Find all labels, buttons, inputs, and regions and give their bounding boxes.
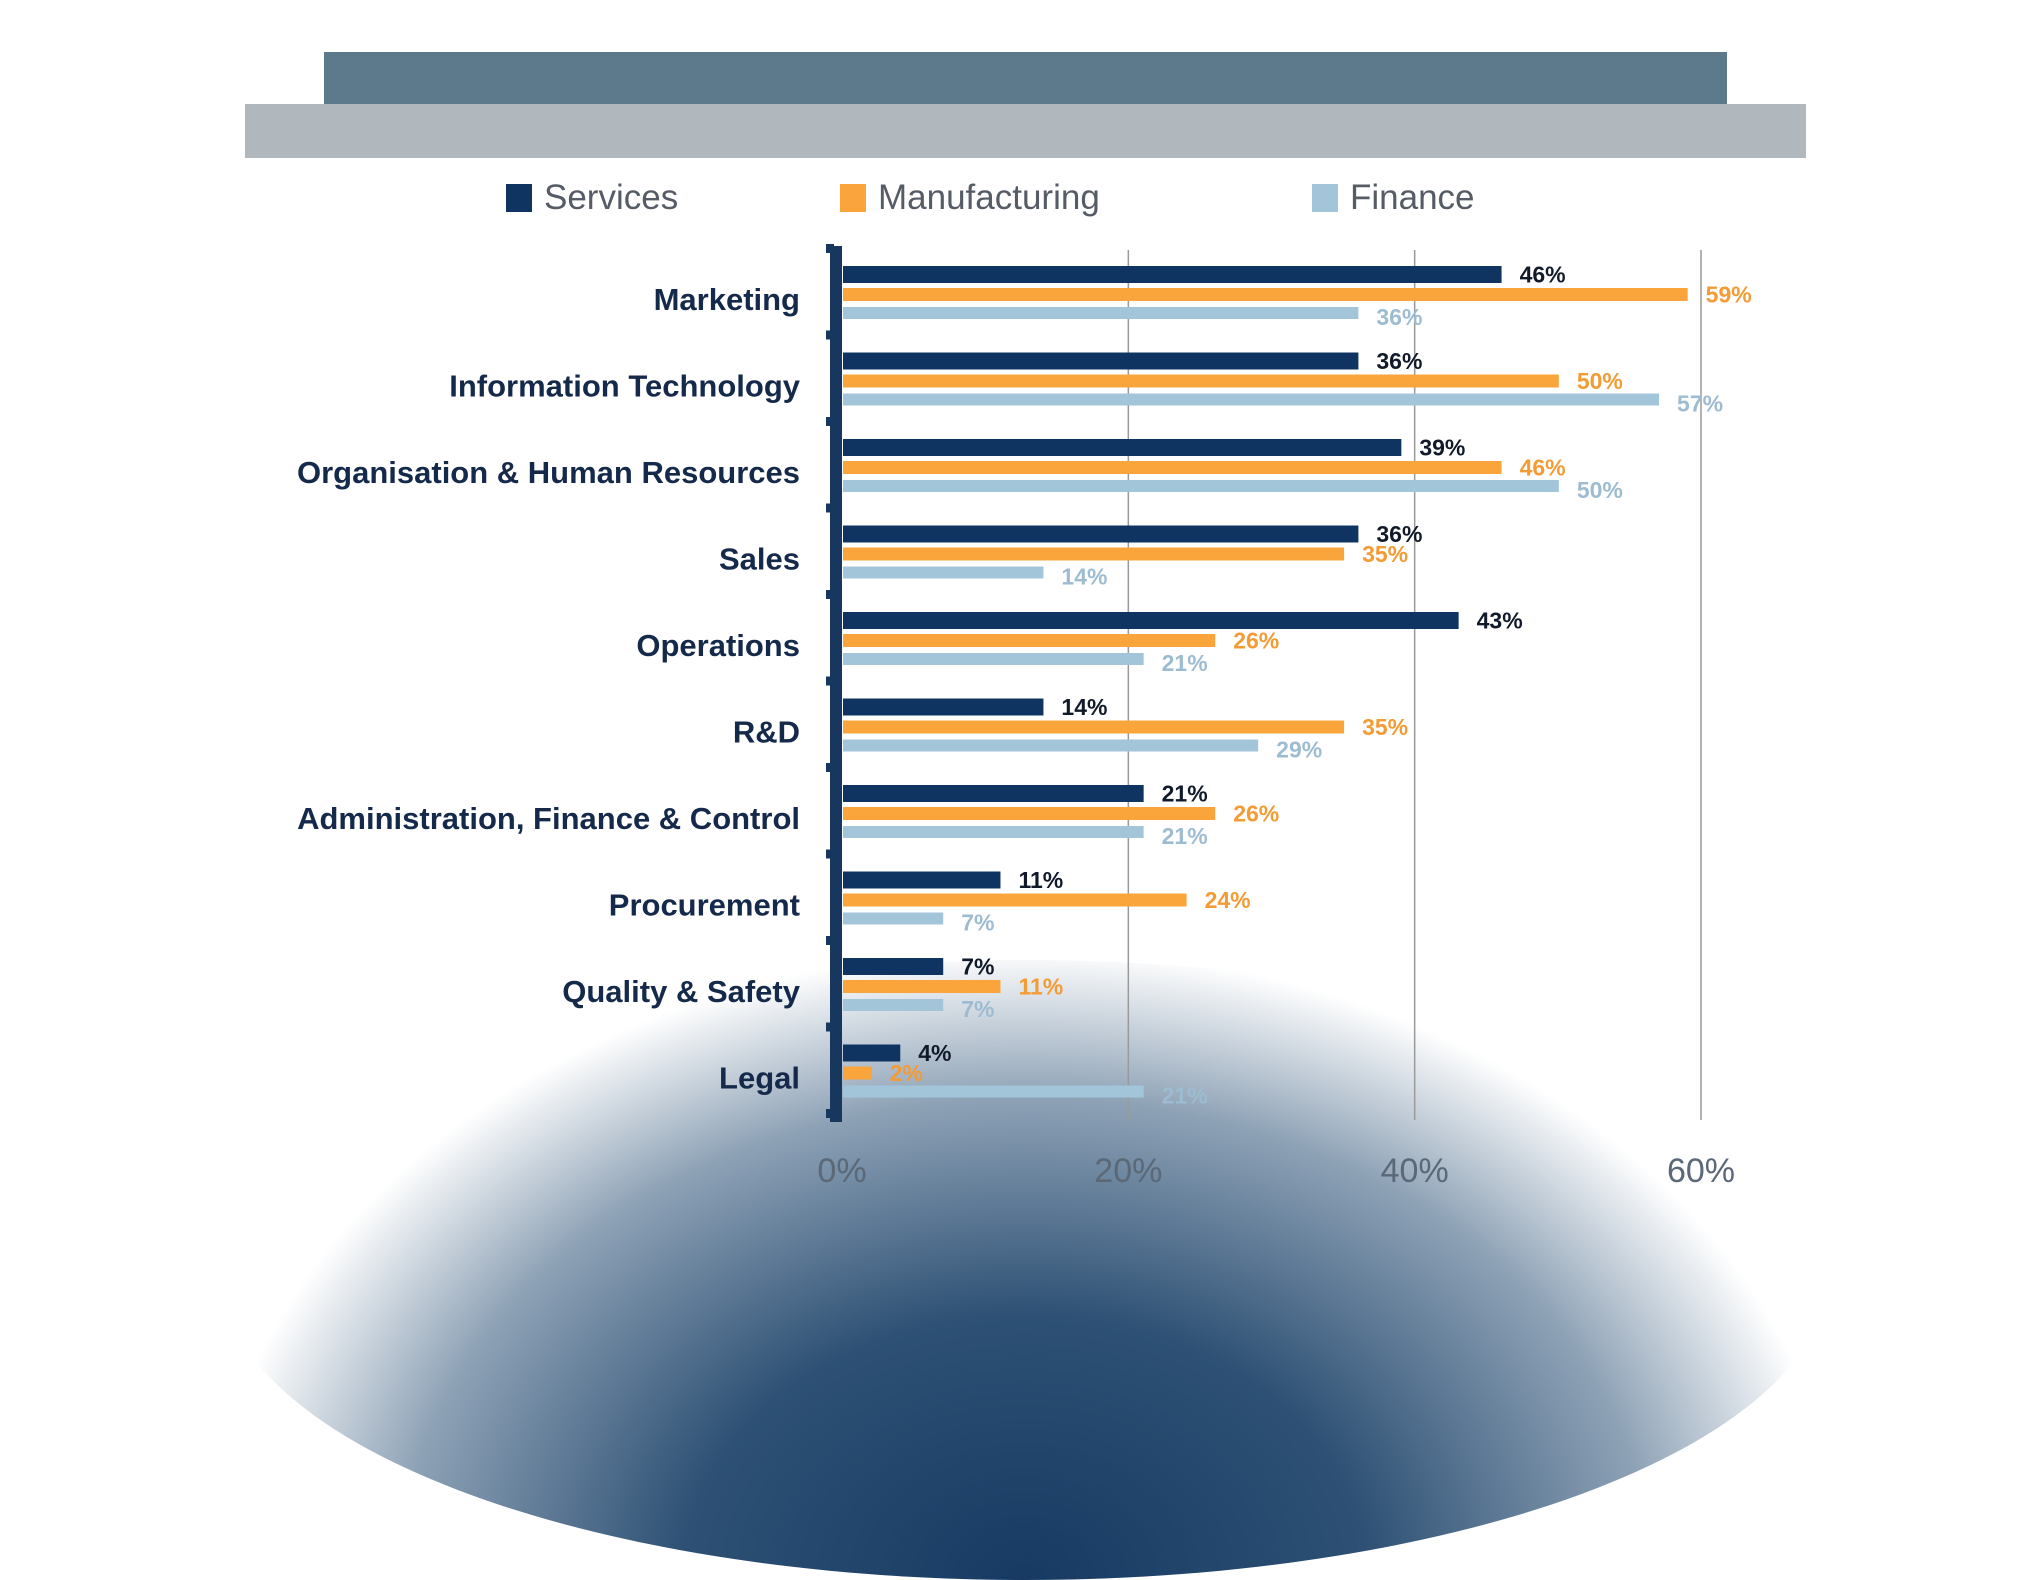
data-label-finance: 7%	[961, 910, 994, 936]
bar-manufacturing	[843, 461, 1502, 474]
data-label-manufacturing: 35%	[1362, 714, 1408, 740]
data-label-services: 14%	[1061, 694, 1107, 720]
bar-manufacturing	[843, 634, 1216, 647]
bar-manufacturing	[843, 1066, 872, 1080]
legend-swatch-finance	[1312, 184, 1338, 212]
category-label: Information Technology	[449, 369, 801, 404]
bar-services	[843, 958, 944, 975]
data-label-manufacturing: 26%	[1233, 801, 1279, 827]
data-label-manufacturing: 24%	[1205, 887, 1251, 913]
category-label: Quality & Safety	[562, 974, 800, 1009]
x-tick-label: 60%	[1667, 1152, 1735, 1190]
legend-item-finance: Finance	[1312, 176, 1475, 220]
category-label: Administration, Finance & Control	[297, 801, 800, 836]
bar-chart: 0% 20% 40% 60% Marketing 46% 59% 36% Information…	[297, 244, 1752, 1190]
bar-manufacturing	[843, 893, 1187, 907]
data-label-services: 36%	[1376, 521, 1422, 547]
data-label-services: 36%	[1376, 348, 1422, 374]
y-axis-tick	[826, 590, 834, 599]
category-label: Procurement	[609, 888, 800, 923]
data-label-services: 39%	[1419, 435, 1465, 461]
legend-item-services: Services	[506, 176, 678, 220]
legend-swatch-services	[506, 184, 532, 212]
bar-services	[843, 871, 1001, 889]
header-bar-gray	[245, 104, 1806, 158]
bar-finance	[843, 566, 1044, 579]
data-label-manufacturing: 35%	[1362, 541, 1408, 567]
bar-services	[843, 266, 1502, 283]
data-label-services: 7%	[961, 954, 994, 980]
data-label-manufacturing: 26%	[1233, 628, 1279, 654]
bar-manufacturing	[843, 720, 1345, 734]
bar-services	[843, 1044, 901, 1062]
category-label: R&D	[733, 715, 800, 750]
y-axis-tick	[826, 763, 834, 772]
bar-manufacturing	[843, 980, 1001, 993]
category-label: Sales	[719, 542, 800, 577]
y-axis-tick	[826, 849, 834, 859]
data-label-services: 21%	[1162, 781, 1208, 807]
y-axis-tick	[826, 676, 834, 686]
data-label-services: 4%	[918, 1040, 951, 1066]
bar-services	[843, 525, 1359, 543]
data-label-finance: 57%	[1677, 391, 1723, 417]
data-label-manufacturing: 50%	[1577, 368, 1623, 394]
legend-item-manufacturing: Manufacturing	[840, 176, 1100, 220]
x-tick-label: 40%	[1381, 1152, 1449, 1190]
y-axis-line	[830, 246, 842, 1122]
bar-manufacturing	[843, 374, 1559, 388]
data-label-manufacturing: 59%	[1706, 282, 1752, 308]
y-axis-tick	[826, 417, 834, 426]
bar-finance	[843, 653, 1144, 665]
bar-services	[843, 439, 1402, 456]
x-tick-label: 20%	[1094, 1152, 1162, 1190]
legend-label-services: Services	[544, 178, 679, 217]
bar-services	[843, 785, 1144, 802]
data-label-finance: 36%	[1376, 304, 1422, 330]
legend-swatch-manufacturing	[840, 184, 866, 212]
category-label: Marketing	[654, 282, 800, 317]
y-axis-tick	[826, 936, 834, 945]
bar-finance	[843, 393, 1660, 406]
y-axis-tick	[826, 1109, 834, 1118]
category-label: Organisation & Human Resources	[297, 455, 800, 490]
x-tick-label: 0%	[817, 1152, 866, 1190]
data-label-finance: 21%	[1162, 823, 1208, 849]
bar-finance	[843, 739, 1259, 752]
bar-finance	[843, 307, 1359, 319]
data-label-finance: 21%	[1162, 1083, 1208, 1109]
category-label: Legal	[719, 1061, 800, 1096]
category-label: Operations	[636, 628, 800, 663]
data-label-manufacturing: 2%	[890, 1060, 923, 1086]
data-label-services: 43%	[1477, 608, 1523, 634]
y-axis-tick	[826, 503, 834, 513]
legend-label-manufacturing: Manufacturing	[878, 178, 1100, 217]
data-label-manufacturing: 46%	[1520, 455, 1566, 481]
bar-finance	[843, 999, 944, 1011]
data-label-services: 11%	[1018, 867, 1063, 893]
bar-finance	[843, 826, 1144, 838]
header-bar-dark	[324, 52, 1727, 104]
y-axis-tick	[826, 244, 834, 253]
bar-services	[843, 698, 1044, 716]
data-label-manufacturing: 11%	[1018, 974, 1063, 1000]
legend-label-finance: Finance	[1350, 178, 1475, 217]
bar-manufacturing	[843, 288, 1688, 301]
bar-manufacturing	[843, 807, 1216, 820]
data-label-services: 46%	[1520, 262, 1566, 288]
data-label-finance: 50%	[1577, 477, 1623, 503]
bar-finance	[843, 480, 1559, 492]
y-axis-tick	[826, 1022, 834, 1032]
bar-services	[843, 352, 1359, 370]
y-axis-tick	[826, 330, 834, 340]
data-label-finance: 21%	[1162, 650, 1208, 676]
bar-services	[843, 612, 1459, 629]
bar-finance	[843, 1085, 1144, 1098]
data-label-finance: 29%	[1276, 737, 1322, 763]
data-label-finance: 7%	[961, 996, 994, 1022]
data-label-finance: 14%	[1061, 564, 1107, 590]
bar-finance	[843, 912, 944, 925]
bar-manufacturing	[843, 547, 1345, 561]
